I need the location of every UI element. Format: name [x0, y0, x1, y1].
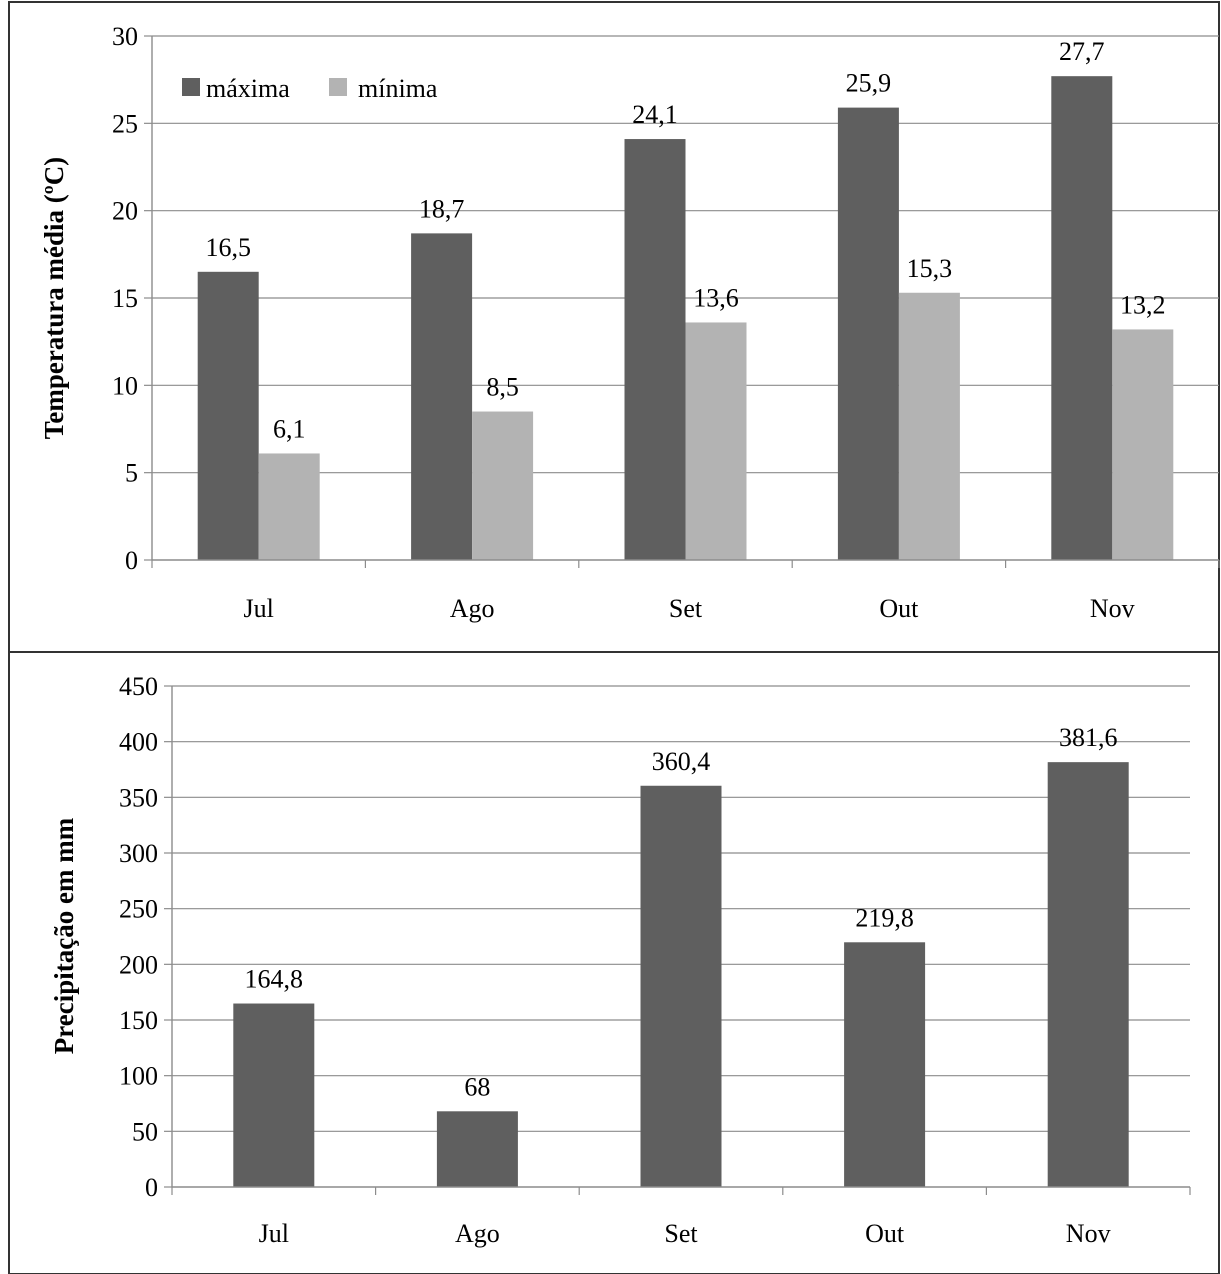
temperature-data-label: 16,5 — [205, 233, 251, 262]
temperature-bar — [258, 453, 320, 560]
temperature-data-label: 13,2 — [1120, 290, 1166, 319]
temperature-data-label: 24,1 — [632, 100, 678, 129]
legend-swatch-maxima — [182, 78, 200, 96]
precipitation-y-tick-label: 400 — [119, 728, 158, 757]
temperature-bar — [411, 233, 473, 560]
precipitation-y-tick-label: 150 — [119, 1006, 158, 1035]
temperature-bars — [197, 76, 1174, 560]
temperature-data-label: 15,3 — [907, 254, 953, 283]
precipitation-data-label: 164,8 — [245, 965, 304, 994]
temperature-y-tick-label: 30 — [112, 22, 138, 51]
temperature-data-label: 18,7 — [419, 194, 465, 223]
precipitation-y-ticks: 0 50 100 150 200 250 300 350 400 450 — [119, 672, 158, 1202]
temperature-bar — [837, 107, 899, 560]
precipitation-bar — [640, 785, 722, 1187]
temperature-y-tick-label: 0 — [125, 546, 138, 575]
temperature-y-ticks: 0 5 10 15 20 25 30 — [112, 22, 138, 575]
precipitation-y-tick-label: 300 — [119, 839, 158, 868]
precipitation-category-label: Set — [664, 1219, 698, 1248]
temperature-data-label: 13,6 — [693, 283, 739, 312]
temperature-bar — [1112, 329, 1174, 560]
precipitation-chart: 0 50 100 150 200 250 300 350 400 450 Jul Ago Set Out… — [49, 672, 1191, 1248]
temperature-y-tick-label: 20 — [112, 197, 138, 226]
precipitation-bar — [436, 1111, 518, 1187]
temperature-bar — [685, 322, 747, 560]
temperature-y-axis-title: Temperatura média (ºC) — [39, 157, 69, 439]
precipitation-y-tick-label: 250 — [119, 895, 158, 924]
temperature-category-label: Set — [669, 594, 703, 623]
precipitation-data-label: 381,6 — [1059, 723, 1118, 752]
precipitation-category-label: Out — [865, 1219, 905, 1248]
temperature-bar — [624, 139, 686, 560]
temperature-chart: 0 5 10 15 20 25 30 Jul Ago Set Out Nov 16,5 18,7 24,… — [39, 22, 1220, 623]
temperature-legend: máxima mínima — [182, 74, 438, 103]
temperature-data-labels: 16,5 18,7 24,1 25,9 27,7 6,1 8,5 13,6 15,3 13,2 — [205, 37, 1165, 443]
figure-frame — [8, 1, 1220, 1274]
precipitation-data-label: 68 — [464, 1072, 490, 1101]
temperature-data-label: 8,5 — [486, 373, 519, 402]
precipitation-bar — [233, 1003, 315, 1187]
precipitation-data-labels: 164,8 68 360,4 219,8 381,6 — [245, 723, 1118, 1101]
precipitation-x-categories: Jul Ago Set Out Nov — [259, 1219, 1111, 1248]
temperature-y-tick-label: 25 — [112, 109, 138, 138]
temperature-category-label: Nov — [1090, 594, 1135, 623]
precipitation-y-tick-label: 50 — [132, 1117, 158, 1146]
temperature-category-label: Out — [879, 594, 919, 623]
temperature-y-tick-label: 15 — [112, 284, 138, 313]
precipitation-y-axis-title: Precipitação em mm — [49, 817, 79, 1054]
temperature-bar — [197, 271, 259, 560]
legend-label-maxima: máxima — [206, 74, 290, 103]
precipitation-y-tick-label: 100 — [119, 1062, 158, 1091]
temperature-data-label: 27,7 — [1059, 37, 1105, 66]
precipitation-category-label: Nov — [1066, 1219, 1111, 1248]
precipitation-axes — [164, 685, 1191, 1195]
temperature-y-tick-label: 5 — [125, 459, 138, 488]
precipitation-y-tick-label: 450 — [119, 672, 158, 701]
precipitation-y-tick-label: 350 — [119, 783, 158, 812]
temperature-category-label: Ago — [450, 594, 495, 623]
temperature-data-label: 25,9 — [846, 69, 892, 98]
precipitation-bar — [844, 942, 926, 1187]
temperature-bar — [898, 292, 960, 560]
temperature-category-label: Jul — [244, 594, 274, 623]
legend-swatch-minima — [329, 78, 347, 96]
temperature-y-tick-label: 10 — [112, 371, 138, 400]
precipitation-bars — [233, 762, 1129, 1187]
precipitation-data-label: 219,8 — [855, 903, 914, 932]
temperature-axes — [144, 35, 1220, 568]
precipitation-category-label: Ago — [455, 1219, 500, 1248]
legend-label-minima: mínima — [358, 74, 438, 103]
temperature-bar — [472, 411, 534, 560]
precipitation-y-tick-label: 200 — [119, 950, 158, 979]
precipitation-data-label: 360,4 — [652, 747, 711, 776]
temperature-bar — [1051, 76, 1113, 560]
precipitation-category-label: Jul — [259, 1219, 289, 1248]
precipitation-y-tick-label: 0 — [145, 1173, 158, 1202]
temperature-data-label: 6,1 — [273, 414, 306, 443]
temperature-x-categories: Jul Ago Set Out Nov — [244, 594, 1135, 623]
precipitation-bar — [1047, 762, 1129, 1187]
